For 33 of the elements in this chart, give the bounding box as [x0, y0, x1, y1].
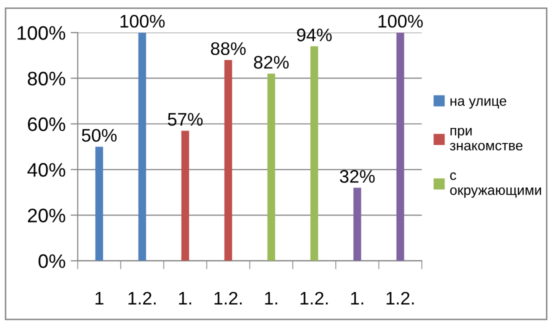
x-tick-label: 1.	[179, 292, 192, 304]
bar	[267, 74, 276, 261]
bar	[138, 32, 146, 261]
bar	[181, 130, 190, 261]
data-label: 50%	[82, 128, 117, 142]
x-tick-label: 1.2.	[386, 292, 414, 304]
legend-label: при знакомстве	[450, 128, 522, 150]
x-tick-label: 1.	[265, 292, 278, 304]
data-label: 100%	[120, 14, 165, 28]
y-tick-label: 20%	[28, 208, 66, 222]
x-tick-label: 1.	[351, 292, 364, 304]
data-label: 57%	[168, 113, 203, 126]
bar	[95, 146, 104, 261]
bar	[224, 60, 232, 261]
bar	[353, 188, 362, 261]
y-tick-label: 60%	[28, 117, 66, 132]
x-tick-label: 1.2.	[214, 292, 242, 304]
y-tick-label: 100%	[18, 26, 66, 40]
data-label: 100%	[378, 14, 423, 28]
data-label: 88%	[210, 42, 246, 56]
legend-label: с окружающими	[450, 172, 542, 198]
data-label: 82%	[254, 56, 289, 69]
data-label: 32%	[340, 170, 375, 183]
x-tick-label: 1.2.	[128, 292, 156, 304]
y-tick-label: 0%	[38, 254, 66, 268]
y-tick-label: 40%	[27, 162, 66, 177]
bar	[396, 32, 404, 261]
legend-label: на улице	[450, 98, 506, 109]
x-tick-label: 1	[96, 292, 104, 304]
y-tick-label: 80%	[28, 72, 66, 86]
data-label: 94%	[297, 28, 332, 42]
bar	[310, 46, 318, 261]
x-tick-label: 1.2.	[300, 292, 328, 304]
